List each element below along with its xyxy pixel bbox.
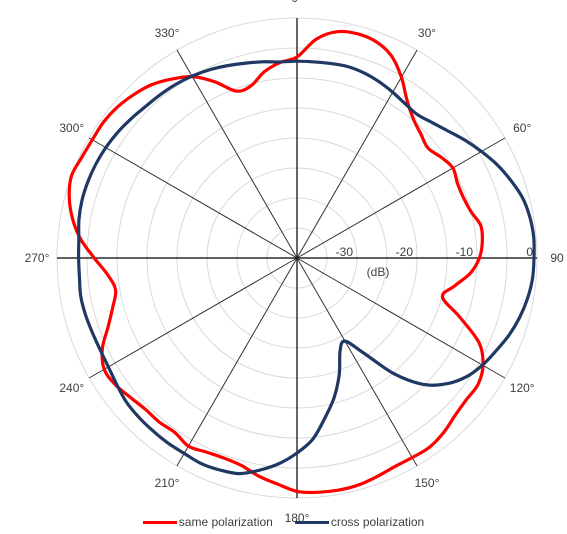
angle-spoke [88, 257, 298, 379]
angle-tick-label: 240° [59, 381, 84, 395]
legend-swatch-cross-polarization [294, 520, 329, 524]
angle-tick-label: 150° [415, 476, 440, 490]
angle-tick-label: 120° [510, 381, 535, 395]
series-lines [67, 29, 536, 495]
radial-tick-label: -20 [396, 245, 414, 259]
angle-spoke [296, 257, 418, 467]
angle-tick-label: 270° [25, 251, 50, 265]
angle-tick-label: 300° [59, 121, 84, 135]
legend-swatch-same-polarization [142, 520, 177, 524]
radial-tick-label: -10 [456, 245, 474, 259]
angle-tick-labels: 0°30°60°90120°150°180°210°240°270°300°33… [25, 0, 564, 525]
angle-tick-label: 210° [155, 476, 180, 490]
legend-label-same-polarization: same polarization [178, 515, 273, 529]
radial-tick-label: -30 [336, 245, 354, 259]
angle-tick-label: 0° [291, 0, 303, 5]
series-line-cross-polarization [76, 59, 536, 476]
radial-tick-labels: -30 -20 -10 0 [336, 245, 534, 259]
legend-item-cross-polarization: cross polarization [294, 515, 425, 529]
angle-tick-label: 90 [550, 251, 564, 265]
series-line-same-polarization [67, 29, 485, 495]
legend: same polarization cross polarization [0, 512, 567, 532]
angle-tick-label: 330° [155, 26, 180, 40]
angle-spoke [296, 257, 506, 379]
angle-spoke [88, 137, 298, 259]
angle-tick-label: 60° [513, 121, 531, 135]
angle-spoke [176, 49, 298, 259]
legend-item-same-polarization: same polarization [142, 515, 273, 529]
angle-spoke [176, 257, 298, 467]
angle-tick-label: 30° [418, 26, 436, 40]
radial-axis-label: (dB) [367, 265, 390, 279]
angle-spoke [296, 49, 418, 259]
angle-spoke [296, 137, 506, 259]
radial-tick-label: 0 [526, 245, 533, 259]
angle-spokes [57, 18, 537, 498]
legend-label-cross-polarization: cross polarization [330, 515, 425, 529]
